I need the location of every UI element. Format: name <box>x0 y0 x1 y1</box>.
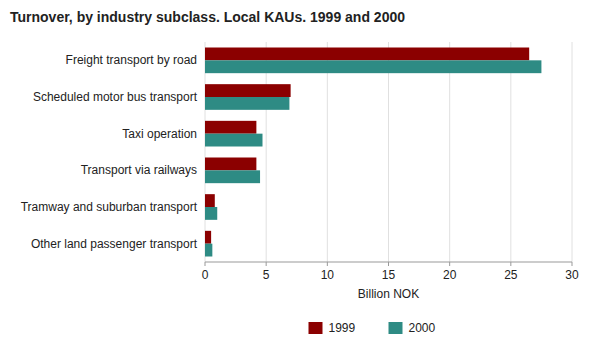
axis-line <box>205 262 572 263</box>
tick-mark <box>572 262 573 266</box>
legend-label: 1999 <box>329 321 356 335</box>
category-label: Other land passenger transport <box>31 237 198 251</box>
legend-swatch <box>389 322 403 334</box>
grid-line <box>510 42 511 262</box>
category-label: Transport via railways <box>81 163 197 177</box>
bar <box>205 207 217 220</box>
category-label: Freight transport by road <box>66 53 197 67</box>
axis-title: Billion NOK <box>358 287 419 301</box>
bar <box>205 121 256 134</box>
y-axis: Freight transport by road Scheduled motor… <box>21 53 198 250</box>
grid-line <box>266 42 267 262</box>
tick-mark <box>388 262 389 266</box>
bar <box>205 134 262 147</box>
tick-mark <box>205 262 206 266</box>
category-label: Tramway and suburban transport <box>21 200 198 214</box>
tick-mark <box>449 262 450 266</box>
grid-line <box>388 42 389 262</box>
grid-line <box>327 42 328 262</box>
bar <box>205 60 541 73</box>
category-label: Scheduled motor bus transport <box>33 90 198 104</box>
tick-label: 15 <box>382 268 396 282</box>
bar <box>205 84 291 97</box>
bar <box>205 170 260 183</box>
bar <box>205 158 256 171</box>
bars <box>205 48 541 257</box>
tick-label: 10 <box>321 268 335 282</box>
tick-mark <box>327 262 328 266</box>
bar <box>205 97 289 110</box>
category-label: Taxi operation <box>122 127 197 141</box>
bar <box>205 244 212 257</box>
tick-label: 25 <box>504 268 518 282</box>
grid-line <box>572 42 573 262</box>
x-axis: 0 5 10 15 20 25 30 <box>202 42 579 282</box>
bar <box>205 194 215 207</box>
tick-label: 30 <box>565 268 579 282</box>
legend-label: 2000 <box>409 321 436 335</box>
legend: 1999 2000 <box>309 321 436 335</box>
chart-title: Turnover, by industry subclass. Local KA… <box>10 9 405 25</box>
grid-line <box>449 42 450 262</box>
tick-mark <box>510 262 511 266</box>
tick-label: 0 <box>202 268 209 282</box>
tick-label: 5 <box>263 268 270 282</box>
grid-line <box>205 42 206 262</box>
bar <box>205 231 211 244</box>
tick-mark <box>266 262 267 266</box>
bar <box>205 48 529 61</box>
tick-label: 20 <box>443 268 457 282</box>
legend-swatch <box>309 322 323 334</box>
chart-container: Turnover, by industry subclass. Local KA… <box>0 0 591 350</box>
chart-svg: Turnover, by industry subclass. Local KA… <box>0 0 591 350</box>
